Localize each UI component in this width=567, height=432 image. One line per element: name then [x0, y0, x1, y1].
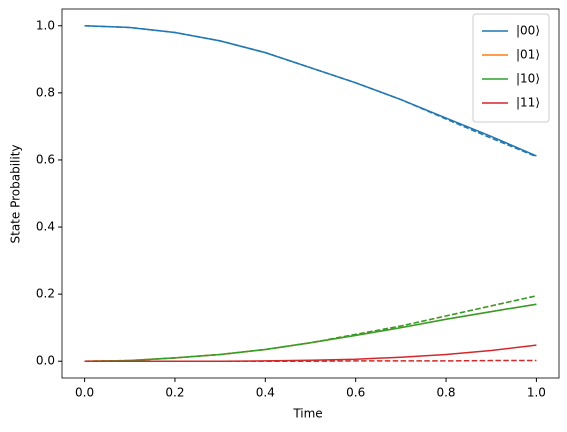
legend-box [472, 13, 550, 123]
series-line [84, 295, 537, 362]
plot-frame [61, 8, 560, 379]
series-line [84, 25, 537, 157]
x-tick-label: 1.0 [527, 386, 546, 400]
x-tick-label: 0.6 [346, 386, 365, 400]
x-tick-label: 0.0 [75, 386, 94, 400]
y-tick-label: 0.2 [36, 287, 55, 301]
legend-label: |10⟩ [516, 72, 540, 86]
legend: |00⟩ |01⟩ |10⟩ |11⟩ [472, 13, 550, 123]
y-tick-label: 0.8 [36, 85, 55, 99]
x-tick-label: 0.4 [256, 386, 275, 400]
series-line [84, 359, 537, 362]
x-tick-label: 0.8 [436, 386, 455, 400]
y-tick-label: 0.6 [36, 152, 55, 166]
y-tick-label: 0.0 [36, 354, 55, 368]
x-tick-label: 0.2 [165, 386, 184, 400]
series-line [84, 295, 537, 362]
legend-label: |00⟩ [516, 24, 540, 38]
legend-label: |01⟩ [516, 48, 540, 62]
y-axis-label: State Probability [9, 144, 23, 243]
legend-label: |11⟩ [516, 96, 540, 110]
y-tick-label: 1.0 [36, 18, 55, 32]
series-line [84, 25, 537, 158]
y-tick-label: 0.4 [36, 220, 55, 234]
x-axis-label: Time [292, 407, 322, 421]
